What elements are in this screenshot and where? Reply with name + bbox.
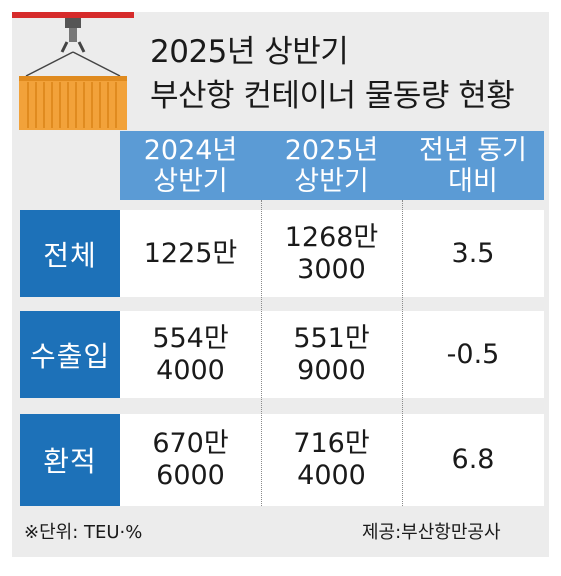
page-title: 2025년 상반기 부산항 컨테이너 물동량 현황 [150, 30, 550, 118]
cell-total-2025: 1268만 3000 [284, 221, 379, 285]
cell-import-export-2024: 554만 4000 [152, 322, 229, 386]
column-divider [261, 200, 262, 506]
cell-total-change: 3.5 [451, 237, 495, 269]
row-label-total: 전체 [20, 210, 120, 297]
table-row [120, 311, 544, 398]
cell-total-2024: 1225만 [143, 237, 238, 269]
table-row [120, 210, 544, 297]
row-label-import-export: 수출입 [20, 311, 120, 398]
row-label-transshipment: 환적 [20, 414, 120, 506]
title-line-2: 부산항 컨테이너 물동량 현황 [150, 78, 515, 114]
cell-import-export-2025: 551만 9000 [293, 322, 370, 386]
cell-transshipment-2024: 670만 6000 [152, 428, 229, 491]
table-header [120, 131, 544, 200]
unit-note: ※단위: TEU·% [24, 522, 143, 543]
title-line-1: 2025년 상반기 [150, 34, 349, 70]
container-crane-icon [12, 12, 134, 130]
table-row [120, 414, 544, 506]
cell-transshipment-2025: 716만 4000 [293, 428, 370, 491]
column-header-2025: 2025년 상반기 [284, 134, 379, 197]
column-divider [402, 200, 403, 506]
cell-transshipment-change: 6.8 [451, 444, 495, 475]
source-credit: 제공:부산항만공사 [362, 522, 501, 543]
cell-import-export-change: -0.5 [446, 338, 500, 370]
column-header-change: 전년 동기 대비 [419, 134, 527, 197]
column-header-2024: 2024년 상반기 [143, 134, 238, 197]
